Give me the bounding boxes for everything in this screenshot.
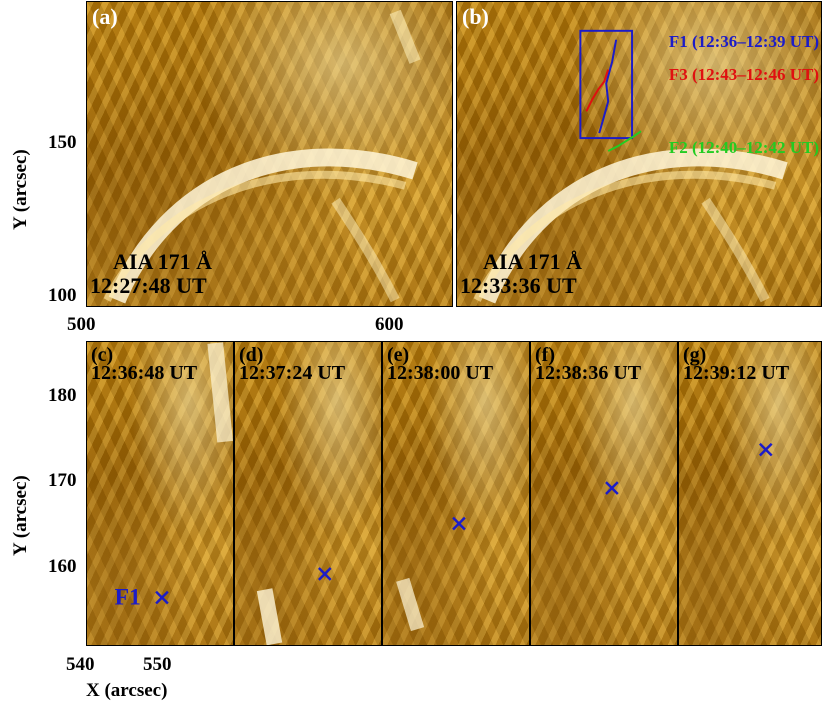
panel-c-image: F1 xyxy=(115,342,233,610)
panel-g-label: (g) xyxy=(683,344,707,366)
panel-b-image xyxy=(473,29,788,304)
top-y-axis-title: Y (arcsec) xyxy=(10,149,31,230)
region-box xyxy=(579,29,634,140)
panel-a-instrument: AIA 171 Å xyxy=(113,249,213,274)
marker-e xyxy=(452,516,466,531)
top-x-tick-600: 600 xyxy=(375,314,404,335)
panel-e-label: (e) xyxy=(387,344,410,366)
bottom-x-axis-title: X (arcsec) xyxy=(86,680,168,701)
panel-c-label: (c) xyxy=(91,344,114,366)
panel-a: (a) AIA 171 Å 12:27:48 UT xyxy=(86,1,453,307)
legend-f1: F1 (12:36–12:39 UT) xyxy=(668,32,819,51)
panel-d-label: (d) xyxy=(239,344,264,366)
legend-f2: F2 (12:40–12:42 UT) xyxy=(668,138,819,157)
panel-b-label: (b) xyxy=(462,4,489,29)
panel-b-time: 12:33:36 UT xyxy=(460,273,577,298)
bottom-y-tick-170: 170 xyxy=(48,470,77,491)
marker-f xyxy=(605,481,619,495)
panel-b: (b) F1 (12:36–12:39 UT) F3 (12:43–12:46 … xyxy=(456,1,822,307)
marker-d xyxy=(317,567,332,581)
panel-d-image xyxy=(256,567,332,645)
panel-a-image xyxy=(103,9,421,304)
panel-f-label: (f) xyxy=(535,344,555,366)
top-y-tick-150: 150 xyxy=(48,132,77,153)
panel-g-time: 12:39:12 UT xyxy=(683,362,790,384)
top-x-tick-500: 500 xyxy=(67,314,96,335)
marker-g xyxy=(758,442,773,457)
panel-a-time: 12:27:48 UT xyxy=(90,273,207,298)
panel-g-image xyxy=(758,442,773,457)
f2-track xyxy=(607,130,642,152)
panel-e-image xyxy=(396,516,466,632)
f1-label: F1 xyxy=(115,584,141,610)
panel-a-label: (a) xyxy=(92,4,118,29)
f3-track xyxy=(585,69,610,112)
panel-e: (e) 12:38:00 UT xyxy=(382,341,530,646)
panel-f: (f) 12:38:36 UT xyxy=(530,341,678,646)
f1-track xyxy=(598,39,618,134)
bottom-y-tick-180: 180 xyxy=(48,385,77,406)
marker-c xyxy=(155,590,169,605)
panel-c-time: 12:36:48 UT xyxy=(91,362,198,384)
bottom-y-tick-160: 160 xyxy=(48,556,77,577)
top-y-tick-100: 100 xyxy=(48,285,77,306)
panel-f-image xyxy=(605,481,619,495)
panel-e-time: 12:38:00 UT xyxy=(387,362,494,384)
bottom-x-tick-550: 550 xyxy=(143,654,172,675)
bottom-x-tick-540: 540 xyxy=(66,654,95,675)
legend-f3: F3 (12:43–12:46 UT) xyxy=(668,65,819,84)
panel-d: (d) 12:37:24 UT xyxy=(234,341,382,646)
panel-c: F1 (c) 12:36:48 UT xyxy=(86,341,234,646)
panel-g: (g) 12:39:12 UT xyxy=(678,341,822,646)
panel-b-instrument: AIA 171 Å xyxy=(483,249,583,274)
panel-d-time: 12:37:24 UT xyxy=(239,362,346,384)
bottom-y-axis-title: Y (arcsec) xyxy=(10,475,31,556)
panel-f-time: 12:38:36 UT xyxy=(535,362,642,384)
